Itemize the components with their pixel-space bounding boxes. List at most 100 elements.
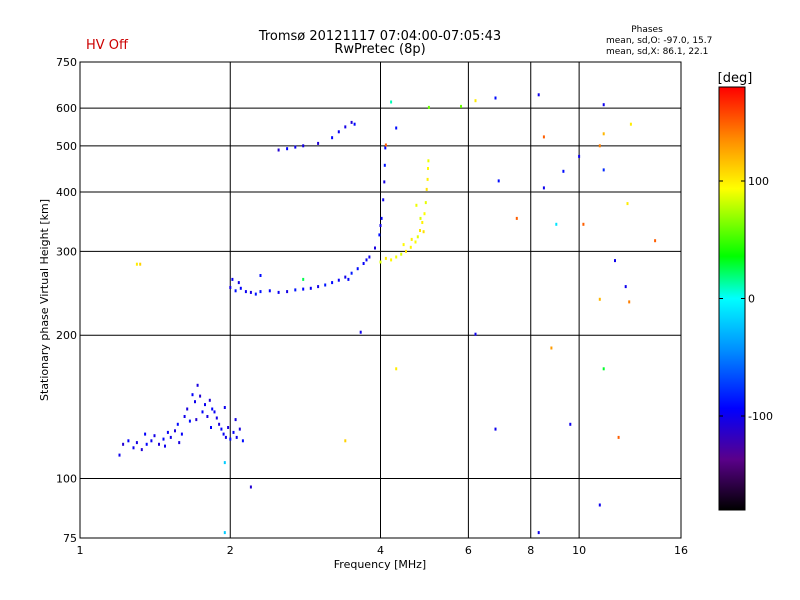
data-point xyxy=(277,290,280,294)
data-point xyxy=(419,229,421,232)
data-point xyxy=(362,262,365,265)
data-point xyxy=(176,422,179,426)
data-point xyxy=(223,406,226,409)
data-point xyxy=(174,429,176,433)
data-point xyxy=(395,367,398,371)
data-point xyxy=(365,258,368,262)
data-point xyxy=(229,286,232,289)
data-point xyxy=(379,224,382,227)
data-point xyxy=(234,418,237,422)
data-point xyxy=(324,283,327,287)
data-point xyxy=(222,432,225,436)
data-point xyxy=(244,290,247,294)
data-point xyxy=(395,255,398,259)
data-point xyxy=(474,332,477,336)
data-point xyxy=(347,277,350,281)
data-point xyxy=(424,201,427,205)
data-point xyxy=(223,461,226,465)
grid-lines xyxy=(80,62,681,538)
data-point xyxy=(602,367,605,371)
x-tick-label: 16 xyxy=(674,544,688,557)
data-point xyxy=(378,233,381,237)
data-point xyxy=(602,132,605,136)
data-point xyxy=(344,125,347,129)
data-points xyxy=(118,93,657,535)
data-point xyxy=(118,453,121,457)
data-point xyxy=(254,292,257,296)
data-point xyxy=(135,441,138,445)
y-tick-label: 300 xyxy=(56,245,77,258)
data-point xyxy=(614,259,616,263)
data-point xyxy=(249,290,252,294)
data-point xyxy=(602,168,605,172)
x-tick-label: 6 xyxy=(465,544,472,557)
data-point xyxy=(405,249,407,253)
data-point xyxy=(224,435,227,439)
data-point xyxy=(337,278,340,282)
data-point xyxy=(188,419,191,423)
data-point xyxy=(344,275,347,279)
data-point xyxy=(331,281,334,285)
data-point xyxy=(183,415,186,418)
data-point xyxy=(542,135,545,139)
y-tick-label: 600 xyxy=(56,102,77,115)
data-point xyxy=(598,503,601,507)
data-point xyxy=(474,99,477,103)
data-point xyxy=(210,426,212,429)
data-point xyxy=(145,442,148,446)
data-point xyxy=(302,287,305,291)
data-point xyxy=(218,422,221,426)
data-point xyxy=(238,427,241,431)
data-point xyxy=(231,277,234,281)
data-point xyxy=(537,531,540,535)
data-point xyxy=(384,256,387,260)
x-tick-label: 1 xyxy=(77,544,84,557)
y-tick-label: 400 xyxy=(56,186,77,199)
data-point xyxy=(422,230,425,234)
f-layer-low-trace xyxy=(229,146,387,296)
data-point xyxy=(122,442,125,446)
data-point xyxy=(215,416,218,420)
data-point xyxy=(237,281,240,285)
data-point xyxy=(239,286,242,290)
data-point xyxy=(384,143,387,147)
data-point xyxy=(654,239,657,243)
data-point xyxy=(494,427,497,431)
data-point xyxy=(383,180,386,184)
data-point xyxy=(410,237,413,241)
x-axis-label: Frequency [MHz] xyxy=(334,558,426,571)
data-point xyxy=(359,330,362,334)
e-layer-trace xyxy=(122,383,244,452)
y-tick-label: 500 xyxy=(56,140,77,153)
x-tick-label: 10 xyxy=(572,544,586,557)
data-point xyxy=(150,439,153,443)
data-point xyxy=(227,426,230,429)
data-point xyxy=(384,146,387,150)
data-point xyxy=(249,485,252,489)
phases-legend-o-line: mean, sd,O: -97.0, 15.7 xyxy=(606,36,712,46)
data-point xyxy=(542,186,545,190)
data-point xyxy=(598,297,601,301)
data-point xyxy=(380,216,383,220)
data-point xyxy=(390,258,393,262)
data-point xyxy=(353,122,356,126)
phases-legend-x-line: mean, sd,X: 86.1, 22.1 xyxy=(606,47,708,57)
data-point xyxy=(562,169,565,173)
chart-title-line2: RwPretec (8p) xyxy=(334,42,425,57)
y-tick-label: 750 xyxy=(56,56,77,69)
data-point xyxy=(617,435,620,439)
data-point xyxy=(180,432,183,436)
data-point xyxy=(235,435,238,439)
data-point xyxy=(414,240,417,244)
data-point xyxy=(626,202,629,206)
data-point xyxy=(158,442,160,446)
data-point xyxy=(317,141,320,145)
data-point xyxy=(395,126,398,130)
data-point xyxy=(178,441,181,445)
data-point xyxy=(191,393,194,397)
data-point xyxy=(555,222,558,226)
data-point xyxy=(374,246,376,250)
data-point xyxy=(550,346,553,350)
data-point xyxy=(309,286,312,290)
